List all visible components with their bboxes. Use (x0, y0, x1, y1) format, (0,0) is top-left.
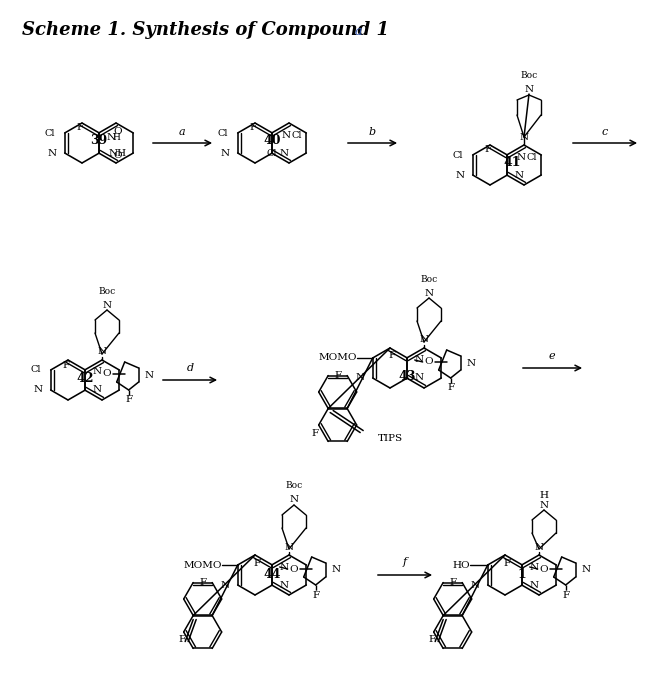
Text: N: N (415, 374, 424, 383)
Text: O: O (424, 358, 433, 366)
Text: Boc: Boc (285, 481, 303, 491)
Text: 42: 42 (76, 372, 94, 385)
Text: N: N (282, 130, 291, 139)
Text: N: N (424, 289, 434, 297)
Text: N: N (290, 496, 298, 504)
Text: d: d (187, 363, 194, 373)
Text: N: N (534, 543, 543, 552)
Text: a: a (355, 25, 363, 38)
Text: Cl: Cl (44, 128, 55, 137)
Text: N: N (34, 385, 43, 395)
Text: e: e (549, 351, 555, 361)
Text: N: N (524, 85, 533, 95)
Text: N: N (284, 543, 294, 552)
Text: N: N (280, 149, 289, 158)
Text: NH: NH (108, 149, 127, 158)
Text: N: N (539, 500, 549, 510)
Text: MOMO: MOMO (183, 560, 221, 569)
Text: N: N (419, 335, 428, 345)
Text: 41: 41 (503, 157, 521, 170)
Text: c: c (602, 127, 608, 137)
Text: F: F (334, 371, 341, 380)
Text: N: N (145, 370, 154, 379)
Text: F: F (449, 578, 456, 587)
Text: Boc: Boc (420, 274, 438, 283)
Text: N: N (221, 149, 230, 158)
Text: O: O (114, 151, 122, 160)
Text: F: F (447, 383, 454, 393)
Text: Boc: Boc (520, 72, 537, 80)
Text: 40: 40 (263, 135, 281, 147)
Text: F: F (250, 124, 257, 132)
Text: N: N (516, 153, 526, 162)
Text: N: N (455, 170, 464, 180)
Text: N: N (332, 566, 341, 575)
Text: F: F (62, 360, 70, 370)
Text: N: N (93, 385, 102, 395)
Text: b: b (369, 127, 376, 137)
Text: N: N (355, 374, 365, 383)
Text: F: F (178, 635, 185, 644)
Text: F: F (199, 578, 206, 587)
Text: F: F (312, 591, 319, 600)
Text: F: F (562, 591, 569, 600)
Text: N: N (106, 132, 116, 141)
Text: 1: 1 (518, 569, 526, 581)
Text: F: F (125, 395, 132, 404)
Text: N: N (97, 347, 106, 356)
Text: N: N (280, 562, 289, 571)
Text: TIPS: TIPS (378, 434, 403, 443)
Text: N: N (221, 581, 230, 589)
Text: N: N (470, 581, 480, 589)
Text: Cl: Cl (527, 153, 537, 162)
Text: f: f (403, 557, 407, 567)
Text: 39: 39 (91, 135, 108, 147)
Text: Cl: Cl (452, 151, 463, 160)
Text: N: N (47, 149, 57, 158)
Text: N: N (530, 581, 539, 589)
Text: N: N (581, 566, 591, 575)
Text: N: N (415, 356, 424, 364)
Text: F: F (76, 122, 83, 132)
Text: N: N (102, 301, 112, 310)
Text: Scheme 1. Synthesis of Compound 1: Scheme 1. Synthesis of Compound 1 (22, 21, 389, 39)
Text: N: N (466, 358, 476, 368)
Text: N: N (93, 368, 102, 377)
Text: F: F (503, 558, 510, 567)
Text: O: O (539, 564, 548, 573)
Text: O: O (102, 370, 111, 379)
Text: MOMO: MOMO (318, 354, 357, 362)
Text: Cl: Cl (292, 130, 302, 139)
Text: O: O (289, 564, 298, 573)
Text: Cl: Cl (30, 366, 41, 375)
Text: F: F (484, 145, 491, 155)
Text: Boc: Boc (99, 287, 116, 295)
Text: F: F (388, 352, 396, 360)
Text: N: N (530, 562, 539, 571)
Text: H: H (539, 491, 549, 500)
Text: F: F (428, 635, 435, 644)
Text: a: a (179, 127, 185, 137)
Text: 44: 44 (263, 569, 281, 581)
Text: HO: HO (452, 560, 470, 569)
Text: F: F (254, 558, 261, 567)
Text: F: F (311, 429, 318, 437)
Text: Cl: Cl (217, 128, 228, 137)
Text: N: N (514, 170, 524, 180)
Text: O: O (114, 126, 122, 135)
Text: N: N (520, 132, 529, 141)
Text: 43: 43 (398, 370, 416, 383)
Text: H: H (113, 132, 120, 141)
Text: Cl: Cl (267, 149, 277, 158)
Text: N: N (280, 581, 289, 589)
